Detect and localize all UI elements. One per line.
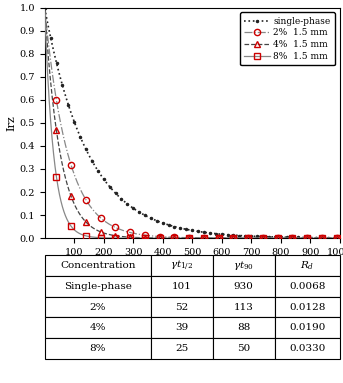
single-phase (285, 235, 289, 239)
single-phase (263, 234, 267, 239)
single-phase (234, 233, 238, 238)
single-phase (43, 6, 47, 11)
Legend: single-phase, 2%  1.5 mm, 4%  1.5 mm, 8%  1.5 mm: single-phase, 2% 1.5 mm, 4% 1.5 mm, 8% 1… (240, 12, 335, 65)
X-axis label: γ t: γ t (185, 258, 199, 268)
single-phase (338, 236, 342, 240)
single-phase (96, 169, 100, 173)
single-phase (220, 232, 224, 237)
single-phase (155, 219, 159, 223)
Line: single-phase: single-phase (43, 7, 342, 240)
Y-axis label: Irz: Irz (7, 115, 16, 131)
